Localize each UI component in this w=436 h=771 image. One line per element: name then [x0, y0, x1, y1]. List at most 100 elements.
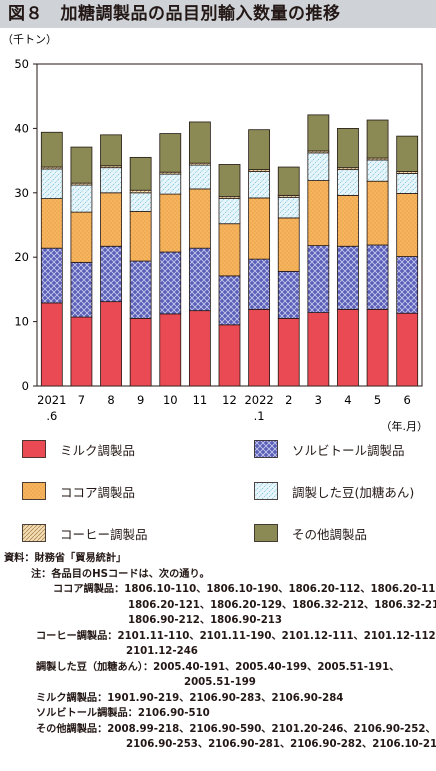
bar-segment-prepared_beans: [129, 192, 152, 212]
bar-segment-prepared_beans: [218, 198, 241, 225]
source-note: 資料：財務省「貿易統計」: [4, 553, 127, 564]
bar-segment-prepared_beans: [159, 173, 182, 195]
hs-code-note-heading: 注：各品目のHSコードは、次の通り。: [31, 568, 210, 580]
bar-segment-prepared_beans: [70, 184, 93, 213]
bar-segment-cocoa: [70, 211, 93, 263]
bar-segment-sorbitol: [337, 245, 359, 310]
bar-segment-prepared_beans: [100, 167, 122, 194]
bar-segment-cocoa: [337, 194, 359, 247]
x-tick-label: 10: [163, 393, 178, 407]
bar-segment-sorbitol: [40, 247, 63, 304]
bar-segment-cocoa: [218, 223, 241, 277]
note-milk: ミルク調製品：1901.90-219、2106.90-283、2106.90-2…: [36, 692, 344, 704]
note-other-2: 2106.90-253、2106.90-281、2106.90-282、2106…: [126, 739, 436, 750]
note-beans-2: 2005.51-199: [184, 677, 256, 688]
note-other: その他調製品：2008.99-218、2106.90-590、2101.20-2…: [36, 723, 436, 735]
bar-segment-other: [188, 121, 211, 164]
bar-segment-sorbitol: [277, 270, 300, 319]
y-tick-label: 0: [22, 379, 29, 393]
y-tick-label: 20: [14, 250, 29, 264]
legend-swatch: [254, 524, 278, 542]
legend-swatch: [254, 482, 278, 500]
bar-segment-other: [70, 146, 93, 184]
bar-segment-other: [277, 166, 300, 196]
bar-segment-other: [396, 135, 419, 172]
y-axis: 0 10 20 30 40 50: [14, 57, 37, 393]
note-cocoa: ココア調製品：1806.10-110、1806.10-190、1806.20-1…: [53, 584, 436, 595]
legend-label: コーヒー調製品: [60, 526, 148, 542]
legend-label: 調製した豆(加糖あん): [292, 484, 415, 500]
legend-label: ソルビトール調製品: [292, 442, 405, 458]
bar-segment-prepared_beans: [277, 196, 300, 219]
note-coffee-2: 2101.12-246: [126, 646, 198, 657]
bar-segment-cocoa: [159, 193, 182, 253]
legend-item-cocoa: ココア調製品: [22, 478, 135, 504]
bar-segment-prepared_beans: [337, 169, 359, 196]
bar-segment-milk: [218, 324, 241, 387]
note-beans: 調製した豆（加糖あん）：2005.40-191、2005.40-199、2005…: [36, 661, 400, 673]
y-unit-label: （千トン）: [2, 33, 57, 46]
bar-segment-milk: [100, 301, 122, 387]
y-tick-label: 40: [14, 121, 29, 135]
bar-segment-milk: [248, 308, 271, 387]
bar-segment-prepared_beans: [307, 152, 330, 181]
bar-segment-cocoa: [366, 180, 389, 246]
bar-segment-cocoa: [396, 193, 419, 257]
legend: ミルク調製品 ソルビトール調製品ココア調製品 調製した豆(加糖あん) コーヒー調製品 そ…: [0, 434, 436, 554]
legend-label: ココア調製品: [60, 484, 136, 500]
bar-segment-sorbitol: [396, 256, 419, 314]
note-cocoa-3: 1806.90-212、1806.90-213: [128, 615, 282, 626]
bar-segment-sorbitol: [129, 260, 152, 319]
legend-swatch: [22, 524, 46, 542]
x-tick-label: 6: [404, 393, 411, 407]
note-coffee: コーヒー調製品：2101.11-110、2101.11-190、2101.12-…: [36, 630, 436, 642]
bar-segment-sorbitol: [188, 247, 211, 312]
chart-title: 図８ 加糖調製品の品目別輸入数量の推移: [0, 0, 436, 28]
bar-segment-cocoa: [100, 192, 122, 247]
bar-segment-other: [129, 156, 152, 191]
bar-segment-cocoa: [307, 180, 330, 247]
bar-segment-other: [159, 133, 182, 173]
note-cocoa-2: 1806.20-121、1806.20-129、1806.32-212、1806…: [128, 599, 436, 611]
bar-segment-other: [100, 134, 122, 167]
bar-segment-milk: [337, 308, 359, 387]
bar-segment-other: [248, 129, 271, 171]
bar-segment-sorbitol: [159, 251, 182, 315]
bar-segment-prepared_beans: [396, 173, 419, 194]
x-tick-label: 7: [78, 393, 85, 407]
legend-item-coffee: コーヒー調製品: [22, 520, 148, 546]
legend-swatch: [22, 440, 46, 458]
bars: [40, 114, 419, 387]
bar-segment-other: [40, 131, 63, 168]
bar-segment-other: [366, 119, 389, 159]
bar-segment-milk: [396, 312, 419, 387]
x-tick-label: 2022.1: [244, 393, 273, 423]
legend-label: その他調製品: [292, 526, 368, 542]
bar-segment-other: [337, 128, 359, 169]
bar-segment-cocoa: [248, 197, 271, 260]
bar-segment-sorbitol: [366, 244, 389, 310]
bar-segment-other: [307, 114, 330, 152]
bar-segment-milk: [307, 312, 330, 387]
bar-segment-milk: [366, 308, 389, 387]
x-tick-label: 11: [193, 393, 208, 407]
bar-segment-cocoa: [129, 211, 152, 262]
x-tick-label: 2021.6: [37, 393, 66, 423]
bar-segment-prepared_beans: [248, 171, 271, 199]
y-tick-label: 50: [14, 57, 29, 71]
bar-segment-sorbitol: [70, 261, 93, 318]
bar-segment-cocoa: [277, 217, 300, 272]
legend-item-milk: ミルク調製品: [22, 436, 135, 462]
bar-segment-prepared_beans: [40, 168, 63, 199]
bar-segment-cocoa: [40, 198, 63, 249]
bar-segment-sorbitol: [100, 245, 122, 303]
legend-swatch: [254, 440, 278, 458]
bar-segment-prepared_beans: [366, 159, 389, 182]
x-tick-label: 4: [344, 393, 351, 407]
y-tick-label: 10: [14, 315, 29, 329]
x-tick-label: 5: [374, 393, 381, 407]
x-tick-label: 9: [137, 393, 144, 407]
x-tick-label: 2: [285, 393, 292, 407]
legend-item-other: その他調製品: [254, 520, 367, 546]
